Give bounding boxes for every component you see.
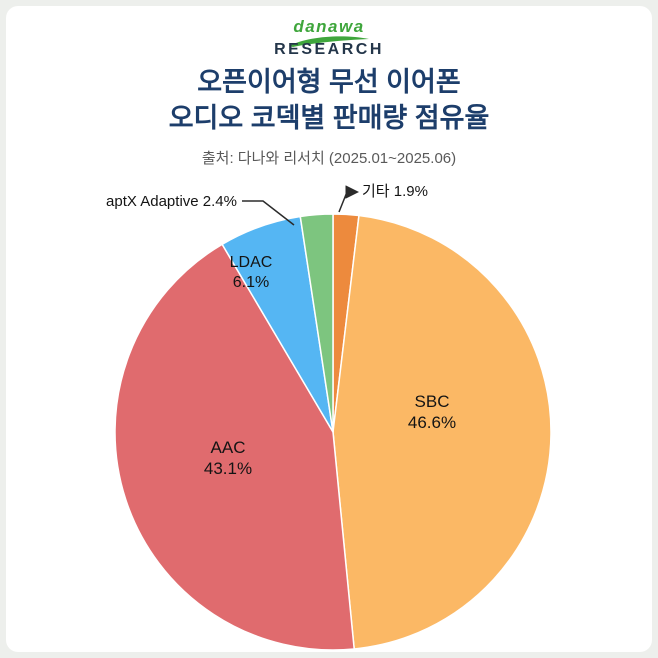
callout-aptx-pct: 2.4% [202, 193, 237, 210]
chart-title: 오픈이어형 무선 이어폰 오디오 코덱별 판매량 점유율 [6, 64, 652, 136]
callout-aptx-name: aptX Adaptive [106, 193, 199, 210]
slice-label-sbc: SBC 46.6% [372, 391, 492, 433]
chart-title-line1: 오픈이어형 무선 이어폰 [197, 67, 461, 97]
pie-slice-AAC [114, 243, 355, 651]
callout-etc-pct: 1.9% [393, 183, 428, 200]
pie-slice-SBC [332, 214, 552, 650]
logo-swoosh-icon [289, 36, 369, 47]
slice-label-ldac: LDAC 6.1% [191, 253, 311, 293]
logo-sub-text: RESEARCH [274, 40, 384, 58]
callout-label-aptx-adaptive: aptX Adaptive 2.4% [47, 193, 237, 210]
danawa-research-logo: danawa RESEARCH [6, 17, 652, 58]
callout-etc-name: 기타 [362, 183, 390, 200]
pie-chart [114, 185, 552, 651]
slice-label-aac-pct: 43.1% [203, 459, 253, 478]
aptx-callout-line [242, 200, 295, 226]
etc-callout-arrow [338, 185, 359, 213]
logo-brand-text: danawa [293, 17, 365, 36]
pie-slices-group [114, 213, 552, 651]
slice-label-ldac-name: LDAC [229, 254, 273, 271]
chart-title-line2: 오디오 코덱별 판매량 점유율 [168, 103, 490, 133]
pie-slice-aptX Adaptive [299, 213, 334, 433]
callout-label-etc: 기타 1.9% [362, 180, 428, 201]
slice-label-aac: AAC 43.1% [168, 437, 288, 479]
slice-label-aac-name: AAC [210, 438, 246, 457]
chart-source: 출처: 다나와 리서치 (2025.01~2025.06) [201, 150, 457, 167]
slice-label-sbc-name: SBC [414, 392, 450, 411]
infographic-card: danawa RESEARCH 오픈이어형 무선 이어폰 오디오 코덱별 판매량… [6, 6, 652, 652]
slice-label-ldac-pct: 6.1% [232, 274, 270, 291]
slice-label-sbc-pct: 46.6% [407, 413, 457, 432]
